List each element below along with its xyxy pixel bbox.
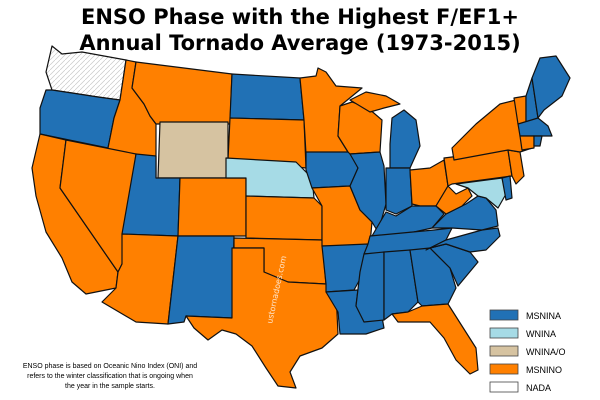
state-mn <box>299 67 363 155</box>
legend-label-wnina: WNINA <box>526 329 556 339</box>
state-wy <box>157 121 229 179</box>
state-me <box>531 55 571 119</box>
state-mi-up <box>349 91 401 113</box>
state-co <box>177 177 247 237</box>
state-tx <box>185 247 339 389</box>
legend-label-nada: NADA <box>526 383 551 393</box>
states-layer <box>31 45 571 389</box>
legend-swatch-wnina <box>489 327 519 339</box>
footnote-line-1: ENSO phase is based on Oceanic Nino Inde… <box>23 363 197 370</box>
state-ri <box>533 135 543 147</box>
legend-swatch-msnina <box>489 309 519 321</box>
state-ia <box>305 151 359 189</box>
legend-label-msnina: MSNINA <box>526 311 561 321</box>
footnote-line-2: refers to the winter classification that… <box>27 373 193 380</box>
state-fl <box>391 303 479 375</box>
state-nc <box>425 227 501 253</box>
state-ks <box>245 195 323 241</box>
state-il <box>349 151 387 233</box>
legend-swatch-wnina-o <box>489 345 519 357</box>
footnote-line-3: the year in the sample starts. <box>65 383 155 390</box>
legend-swatch-msnino <box>489 363 519 375</box>
state-ct <box>519 135 535 151</box>
state-mi <box>389 109 421 169</box>
footnote: ENSO phase is based on Oceanic Nino Inde… <box>23 363 197 390</box>
legend: MSNINA WNINA WNINA/O MSNINO NADA <box>489 309 566 393</box>
state-nd <box>229 73 305 121</box>
legend-swatch-nada <box>489 381 519 393</box>
state-nm <box>167 235 235 325</box>
title-line-2: Annual Tornado Average (1973-2015) <box>79 31 520 55</box>
state-de <box>501 175 513 201</box>
legend-label-wnina-o: WNINA/O <box>526 347 566 357</box>
title-line-1: ENSO Phase with the Highest F/EF1+ <box>81 5 519 29</box>
state-wv <box>435 185 473 215</box>
legend-label-msnino: MSNINO <box>526 365 562 375</box>
state-in <box>385 167 413 215</box>
